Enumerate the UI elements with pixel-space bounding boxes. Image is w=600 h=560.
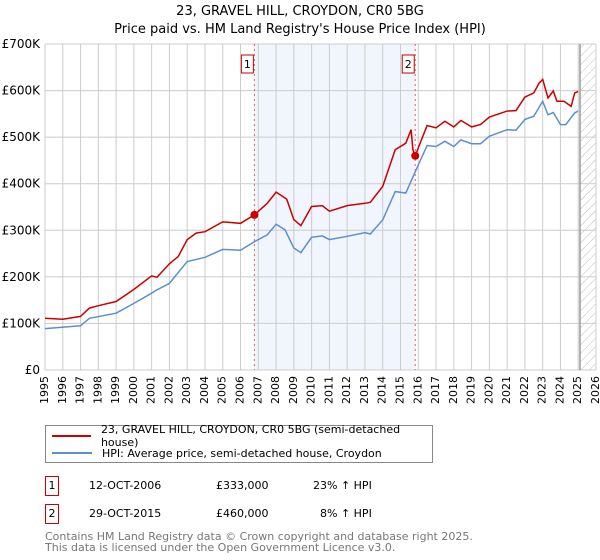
sale-marker: 1	[45, 476, 59, 496]
legend-item-property: 23, GRAVEL HILL, CROYDON, CR0 5BG (semi-…	[52, 423, 432, 449]
sale-hpi: 23% ↑ HPI	[313, 479, 372, 492]
x-tick-label: 2014	[376, 376, 389, 404]
x-tick-label: 2018	[447, 376, 460, 404]
y-tick-label: £100K	[2, 316, 42, 330]
sale-price: £333,000	[216, 479, 269, 492]
forecast-hatch	[580, 44, 596, 370]
chart: 1995 1996 1997 1998 1999 2000 2001 2002 2003 2004…	[2, 37, 600, 404]
series-line	[44, 77, 579, 320]
x-tick-label: 2023	[536, 376, 549, 404]
sale-label: 1	[244, 58, 251, 71]
x-tick-label: 2007	[251, 376, 264, 404]
chart-subtitle: Price paid vs. HM Land Registry's House …	[114, 22, 486, 37]
y-tick-label: £600K	[2, 84, 42, 98]
series-line	[44, 99, 579, 330]
x-tick-label: 1997	[74, 376, 87, 404]
x-tick-label: 1999	[109, 376, 122, 404]
legend-label: HPI: Average price, semi-detached house,…	[102, 446, 382, 460]
x-tick-label: 2006	[234, 376, 247, 404]
shaded-period	[254, 44, 416, 370]
x-tick-label: 1998	[91, 376, 104, 404]
x-tick-label: 2009	[287, 376, 300, 404]
x-tick-label: 2016	[411, 376, 424, 404]
sale-date: 12-OCT-2006	[89, 479, 162, 492]
x-tick-label: 1995	[38, 376, 51, 404]
x-tick-label: 2015	[393, 376, 406, 404]
sale-price: £460,000	[216, 507, 269, 520]
y-tick-label: £0	[25, 363, 40, 377]
y-tick-label: £400K	[2, 177, 42, 191]
x-tick-label: 2019	[465, 376, 478, 404]
y-tick-label: £700K	[2, 37, 42, 51]
x-tick-label: 2024	[553, 376, 566, 404]
sale-date: 29-OCT-2015	[89, 507, 162, 520]
sale-point	[250, 210, 259, 219]
footer-line-1: Contains HM Land Registry data © Crown c…	[45, 530, 473, 543]
x-tick-label: 2010	[305, 376, 318, 404]
footer-line-2: This data is licensed under the Open Gov…	[45, 541, 396, 554]
x-tick-label: 2004	[198, 376, 211, 404]
x-tick-label: 2011	[322, 376, 335, 404]
x-tick-label: 2026	[589, 376, 600, 404]
x-tick-label: 2013	[358, 376, 371, 404]
x-tick-label: 2002	[162, 376, 175, 404]
sale-label: 2	[405, 58, 412, 71]
sale-hpi: 8% ↑ HPI	[320, 507, 372, 520]
sale-label-box	[401, 54, 415, 74]
legend-label: 23, GRAVEL HILL, CROYDON, CR0 5BG (semi-…	[100, 423, 401, 449]
sale-row: 2 29-OCT-2015 £460,000 8% ↑ HPI	[45, 504, 565, 524]
x-tick-label: 2025	[571, 376, 584, 404]
sale-row: 1 12-OCT-2006 £333,000 23% ↑ HPI	[45, 476, 565, 496]
x-tick-label: 2017	[429, 376, 442, 404]
y-tick-label: £500K	[2, 130, 42, 144]
x-tick-label: 1996	[56, 376, 69, 404]
x-tick-label: 2022	[518, 376, 531, 404]
x-tick-label: 2005	[216, 376, 229, 404]
legend: 23, GRAVEL HILL, CROYDON, CR0 5BG (semi-…	[45, 423, 433, 463]
legend-swatch-red	[52, 435, 91, 437]
x-tick-label: 2008	[269, 376, 282, 404]
chart-title: 23, GRAVEL HILL, CROYDON, CR0 5BG	[176, 4, 424, 19]
sale-label-box	[240, 54, 254, 74]
x-tick-label: 2003	[180, 376, 193, 404]
x-tick-label: 2020	[482, 376, 495, 404]
x-tick-label: 2000	[127, 376, 140, 404]
x-tick-label: 2021	[500, 376, 513, 404]
footer: Contains HM Land Registry data © Crown c…	[45, 531, 473, 553]
y-tick-label: £300K	[2, 223, 42, 237]
x-tick-label: 2001	[145, 376, 158, 404]
legend-item-hpi: HPI: Average price, semi-detached house,…	[52, 445, 382, 461]
x-tick-label: 2012	[340, 376, 353, 404]
legend-swatch-blue	[52, 452, 92, 454]
sale-marker: 2	[45, 504, 59, 524]
y-tick-label: £200K	[2, 270, 42, 284]
sale-point	[411, 151, 420, 160]
